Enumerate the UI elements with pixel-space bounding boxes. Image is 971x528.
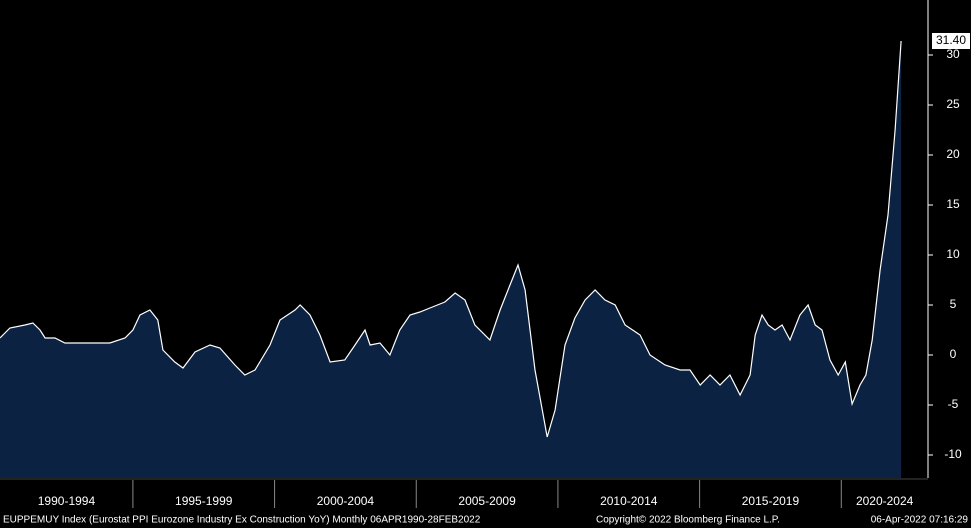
y-tick-label: -10 xyxy=(944,447,962,461)
x-period-label: 2020-2024 xyxy=(856,494,914,508)
footer-copyright: Copyright© 2022 Bloomberg Finance L.P. xyxy=(596,515,780,526)
footer-description: EUPPEMUY Index (Eurostat PPI Eurozone In… xyxy=(3,515,481,526)
y-tick-label: 20 xyxy=(946,147,960,161)
y-tick-label: 15 xyxy=(946,197,960,211)
y-tick-label: 5 xyxy=(950,297,957,311)
x-period-label: 1995-1999 xyxy=(175,494,233,508)
footer-timestamp: 06-Apr-2022 07:16:29 xyxy=(871,515,969,526)
x-period-label: 2005-2009 xyxy=(458,494,516,508)
y-tick-label: 10 xyxy=(946,247,960,261)
x-period-label: 2015-2019 xyxy=(742,494,800,508)
line xyxy=(0,40,902,438)
x-period-label: 1990-1994 xyxy=(38,494,96,508)
last-value-box xyxy=(932,33,970,49)
last-value-label: 31.40 xyxy=(936,33,966,47)
x-period-label: 2010-2014 xyxy=(600,494,658,508)
x-period-label: 2000-2004 xyxy=(317,494,375,508)
y-tick-label: 30 xyxy=(946,47,960,61)
y-tick-label: 25 xyxy=(946,97,960,111)
y-tick-label: 0 xyxy=(950,347,957,361)
y-tick-label: -5 xyxy=(948,397,959,411)
